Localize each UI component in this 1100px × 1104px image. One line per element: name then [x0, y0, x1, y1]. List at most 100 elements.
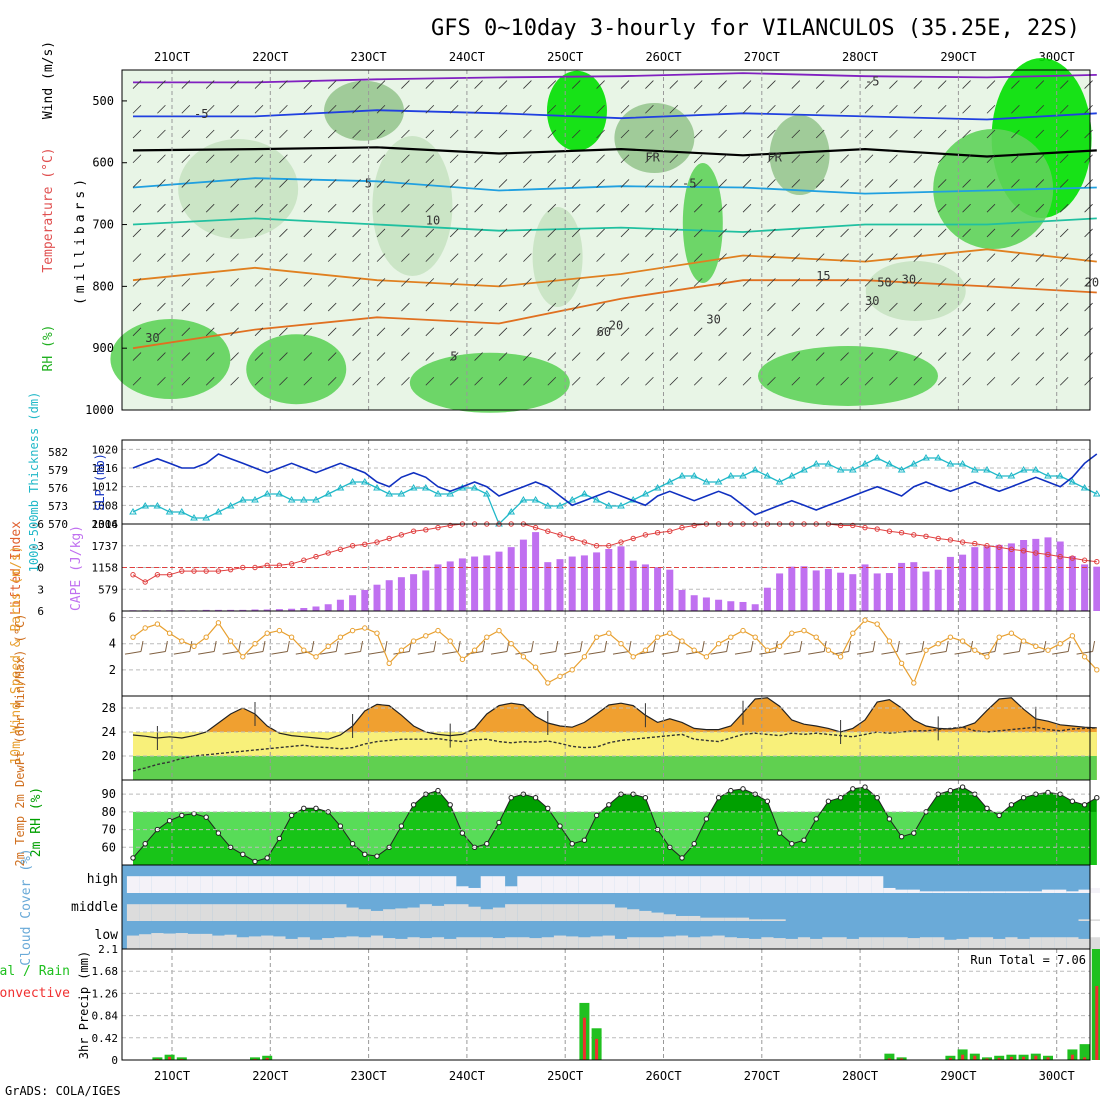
- bottom-date-label: 26OCT: [645, 1069, 681, 1083]
- wind-barb: [962, 104, 971, 114]
- cloud-clear-bar: [297, 876, 310, 893]
- wind-barb: [181, 278, 191, 287]
- wind-barb: [279, 80, 288, 89]
- wind-barb: [376, 104, 386, 114]
- thickness-point: [556, 502, 564, 509]
- wind-barb: [864, 228, 874, 238]
- wind-speed-point: [569, 667, 575, 673]
- contour-label: -5: [682, 176, 696, 190]
- cloud-clear-bar: [639, 876, 652, 893]
- wind-barb: [889, 80, 898, 89]
- wind-barb: [937, 203, 947, 213]
- wind-barb: [937, 154, 947, 164]
- temp-band-yellow: [133, 732, 1097, 756]
- rh-point: [959, 784, 966, 790]
- wind-barb: [547, 327, 557, 337]
- wind-barb: [474, 179, 483, 188]
- wind-barb: [490, 651, 508, 655]
- chart-title: GFS 0~10day 3-hourly for VILANCULOS (35.…: [431, 16, 1080, 41]
- wind-barb: [889, 104, 898, 114]
- wind-barb: [523, 203, 532, 213]
- cape-bar: [288, 608, 296, 611]
- wind-barb: [620, 154, 630, 164]
- wind-barb: [620, 253, 630, 262]
- wind-barb: [840, 376, 849, 386]
- li-point: [240, 564, 246, 571]
- wind-barb: [1059, 179, 1069, 188]
- wind-barb: [157, 104, 166, 114]
- wind-barb: [645, 203, 654, 213]
- cloud-clear-bar: [444, 904, 457, 921]
- li-point: [313, 553, 319, 560]
- wind-barb: [742, 179, 752, 188]
- wind-barb: [962, 80, 971, 89]
- cape-bar: [202, 609, 210, 611]
- wind-barb-flag: [140, 640, 144, 652]
- wind-barb: [303, 104, 313, 114]
- wind-barb: [327, 203, 337, 213]
- thickness-point: [1044, 472, 1052, 479]
- precip-tick-label: 2.1: [98, 943, 118, 956]
- cloud-clear-bar: [419, 904, 432, 921]
- cape-bar: [227, 609, 235, 611]
- wind-speed-point: [715, 640, 722, 647]
- precip-conv-bar: [1009, 1056, 1013, 1060]
- cloud-clear-bar: [834, 937, 847, 949]
- wind-barb: [1084, 302, 1093, 312]
- wind-barb: [132, 129, 142, 139]
- li-point: [301, 557, 307, 563]
- wind-barb: [157, 179, 166, 188]
- cloud-clear-bar: [932, 891, 945, 893]
- wind-barb: [1011, 203, 1020, 213]
- cloud-clear-bar: [456, 937, 469, 949]
- cloud-clear-bar: [334, 876, 347, 893]
- wind-barb: [181, 104, 191, 114]
- wind-speed-point: [618, 640, 624, 647]
- precip-conv-bar: [168, 1056, 172, 1060]
- rh-shade: [865, 261, 966, 321]
- wind-barb: [376, 253, 386, 262]
- precip-tick-label: 1.68: [92, 965, 119, 978]
- thickness-point: [739, 472, 747, 479]
- cloud-clear-bar: [590, 936, 603, 949]
- cloud-clear-bar: [700, 936, 713, 949]
- cape-bar: [1068, 556, 1076, 611]
- contour-label: 30: [865, 294, 879, 308]
- wind-barb-flag: [164, 640, 168, 652]
- wind-barb: [376, 129, 386, 139]
- cape-bar: [568, 556, 576, 611]
- cape-bar: [312, 606, 320, 611]
- wind-barb: [889, 228, 898, 238]
- wind-barb-flag: [701, 640, 705, 652]
- wind-barb: [571, 376, 581, 386]
- cape-bar: [605, 549, 613, 611]
- wind-barb: [523, 327, 532, 337]
- wind-barb: [954, 651, 971, 655]
- wind-barb-flag: [384, 640, 388, 652]
- li-point: [691, 522, 697, 529]
- li-point: [1033, 550, 1039, 556]
- cloud-clear-bar: [1029, 891, 1042, 893]
- wind-barb: [661, 651, 678, 655]
- wind-barb: [425, 228, 435, 238]
- cloud-clear-bar: [480, 876, 493, 893]
- wind-barb: [205, 278, 215, 287]
- rh-point: [301, 805, 307, 812]
- wind-speed-point: [825, 647, 832, 653]
- thickness-point: [226, 502, 235, 509]
- temp-line: [132, 697, 1097, 740]
- thickness-tick-label: 576: [48, 482, 68, 495]
- wind-barb: [596, 278, 605, 287]
- slp-tick-label: 1020: [92, 443, 119, 456]
- wind-barb: [718, 376, 727, 386]
- wind-barb: [913, 80, 923, 89]
- wind-barb: [425, 253, 435, 262]
- wind-barb: [205, 203, 215, 213]
- cloud-clear-bar: [248, 904, 262, 921]
- cloud-clear-bar: [761, 937, 774, 949]
- top-date-label: 26OCT: [645, 50, 681, 64]
- wind-barb: [693, 228, 703, 238]
- wind-barb: [149, 651, 166, 655]
- cloud-clear-bar: [797, 876, 811, 893]
